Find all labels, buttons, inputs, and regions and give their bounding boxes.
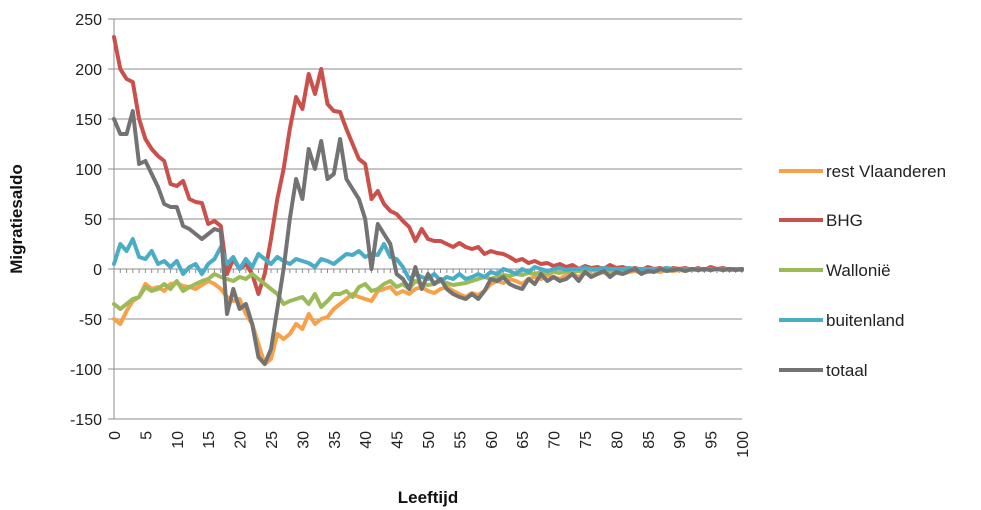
y-tick-label: -100 bbox=[70, 362, 102, 379]
x-tick-label: 5 bbox=[138, 431, 155, 440]
legend-label: Wallonië bbox=[826, 261, 891, 280]
legend-label: BHG bbox=[826, 211, 863, 230]
x-tick-label: 45 bbox=[390, 431, 407, 449]
x-tick-label: 80 bbox=[609, 431, 626, 449]
y-tick-label: 200 bbox=[75, 62, 102, 79]
x-tick-label: 85 bbox=[641, 431, 658, 449]
x-tick-label: 15 bbox=[201, 431, 218, 449]
x-tick-label: 50 bbox=[421, 431, 438, 449]
x-tick-label: 100 bbox=[735, 431, 752, 458]
x-tick-label: 90 bbox=[672, 431, 689, 449]
legend-label: totaal bbox=[826, 361, 868, 380]
x-tick-label: 70 bbox=[547, 431, 564, 449]
x-tick-label: 55 bbox=[452, 431, 469, 449]
y-axis-title: Migratiesaldo bbox=[7, 164, 26, 274]
legend-label: rest Vlaanderen bbox=[826, 162, 946, 181]
x-tick-label: 35 bbox=[327, 431, 344, 449]
x-tick-label: 95 bbox=[704, 431, 721, 449]
y-axis-ticks: 250 200 150 100 50 0 -50 -100 -150 bbox=[70, 12, 114, 429]
y-tick-label: -50 bbox=[79, 312, 102, 329]
x-tick-label: 20 bbox=[233, 431, 250, 449]
x-tick-label: 60 bbox=[484, 431, 501, 449]
series-line-1 bbox=[112, 35, 744, 296]
x-tick-label: 40 bbox=[358, 431, 375, 449]
x-tick-label: 0 bbox=[107, 431, 124, 440]
x-tick-label: 25 bbox=[264, 431, 281, 449]
y-tick-label: 250 bbox=[75, 12, 102, 29]
legend: rest Vlaanderen BHG Wallonië buitenland tota… bbox=[779, 162, 946, 380]
legend-label: buitenland bbox=[826, 311, 904, 330]
y-tick-label: -150 bbox=[70, 412, 102, 429]
y-tick-label: 0 bbox=[93, 262, 102, 279]
series-lines bbox=[112, 35, 744, 366]
y-tick-label: 50 bbox=[84, 212, 102, 229]
y-tick-label: 100 bbox=[75, 162, 102, 179]
x-axis-title: Leeftijd bbox=[398, 488, 458, 507]
x-tick-label: 65 bbox=[515, 431, 532, 449]
series-line-4 bbox=[112, 109, 744, 366]
x-tick-label: 75 bbox=[578, 431, 595, 449]
y-tick-label: 150 bbox=[75, 112, 102, 129]
x-tick-label: 10 bbox=[170, 431, 187, 449]
x-axis-ticks: 0 5 10 15 20 25 30 35 40 45 50 55 60 65 70 75 80 85 90 95 10… bbox=[107, 269, 752, 458]
x-tick-label: 30 bbox=[295, 431, 312, 449]
